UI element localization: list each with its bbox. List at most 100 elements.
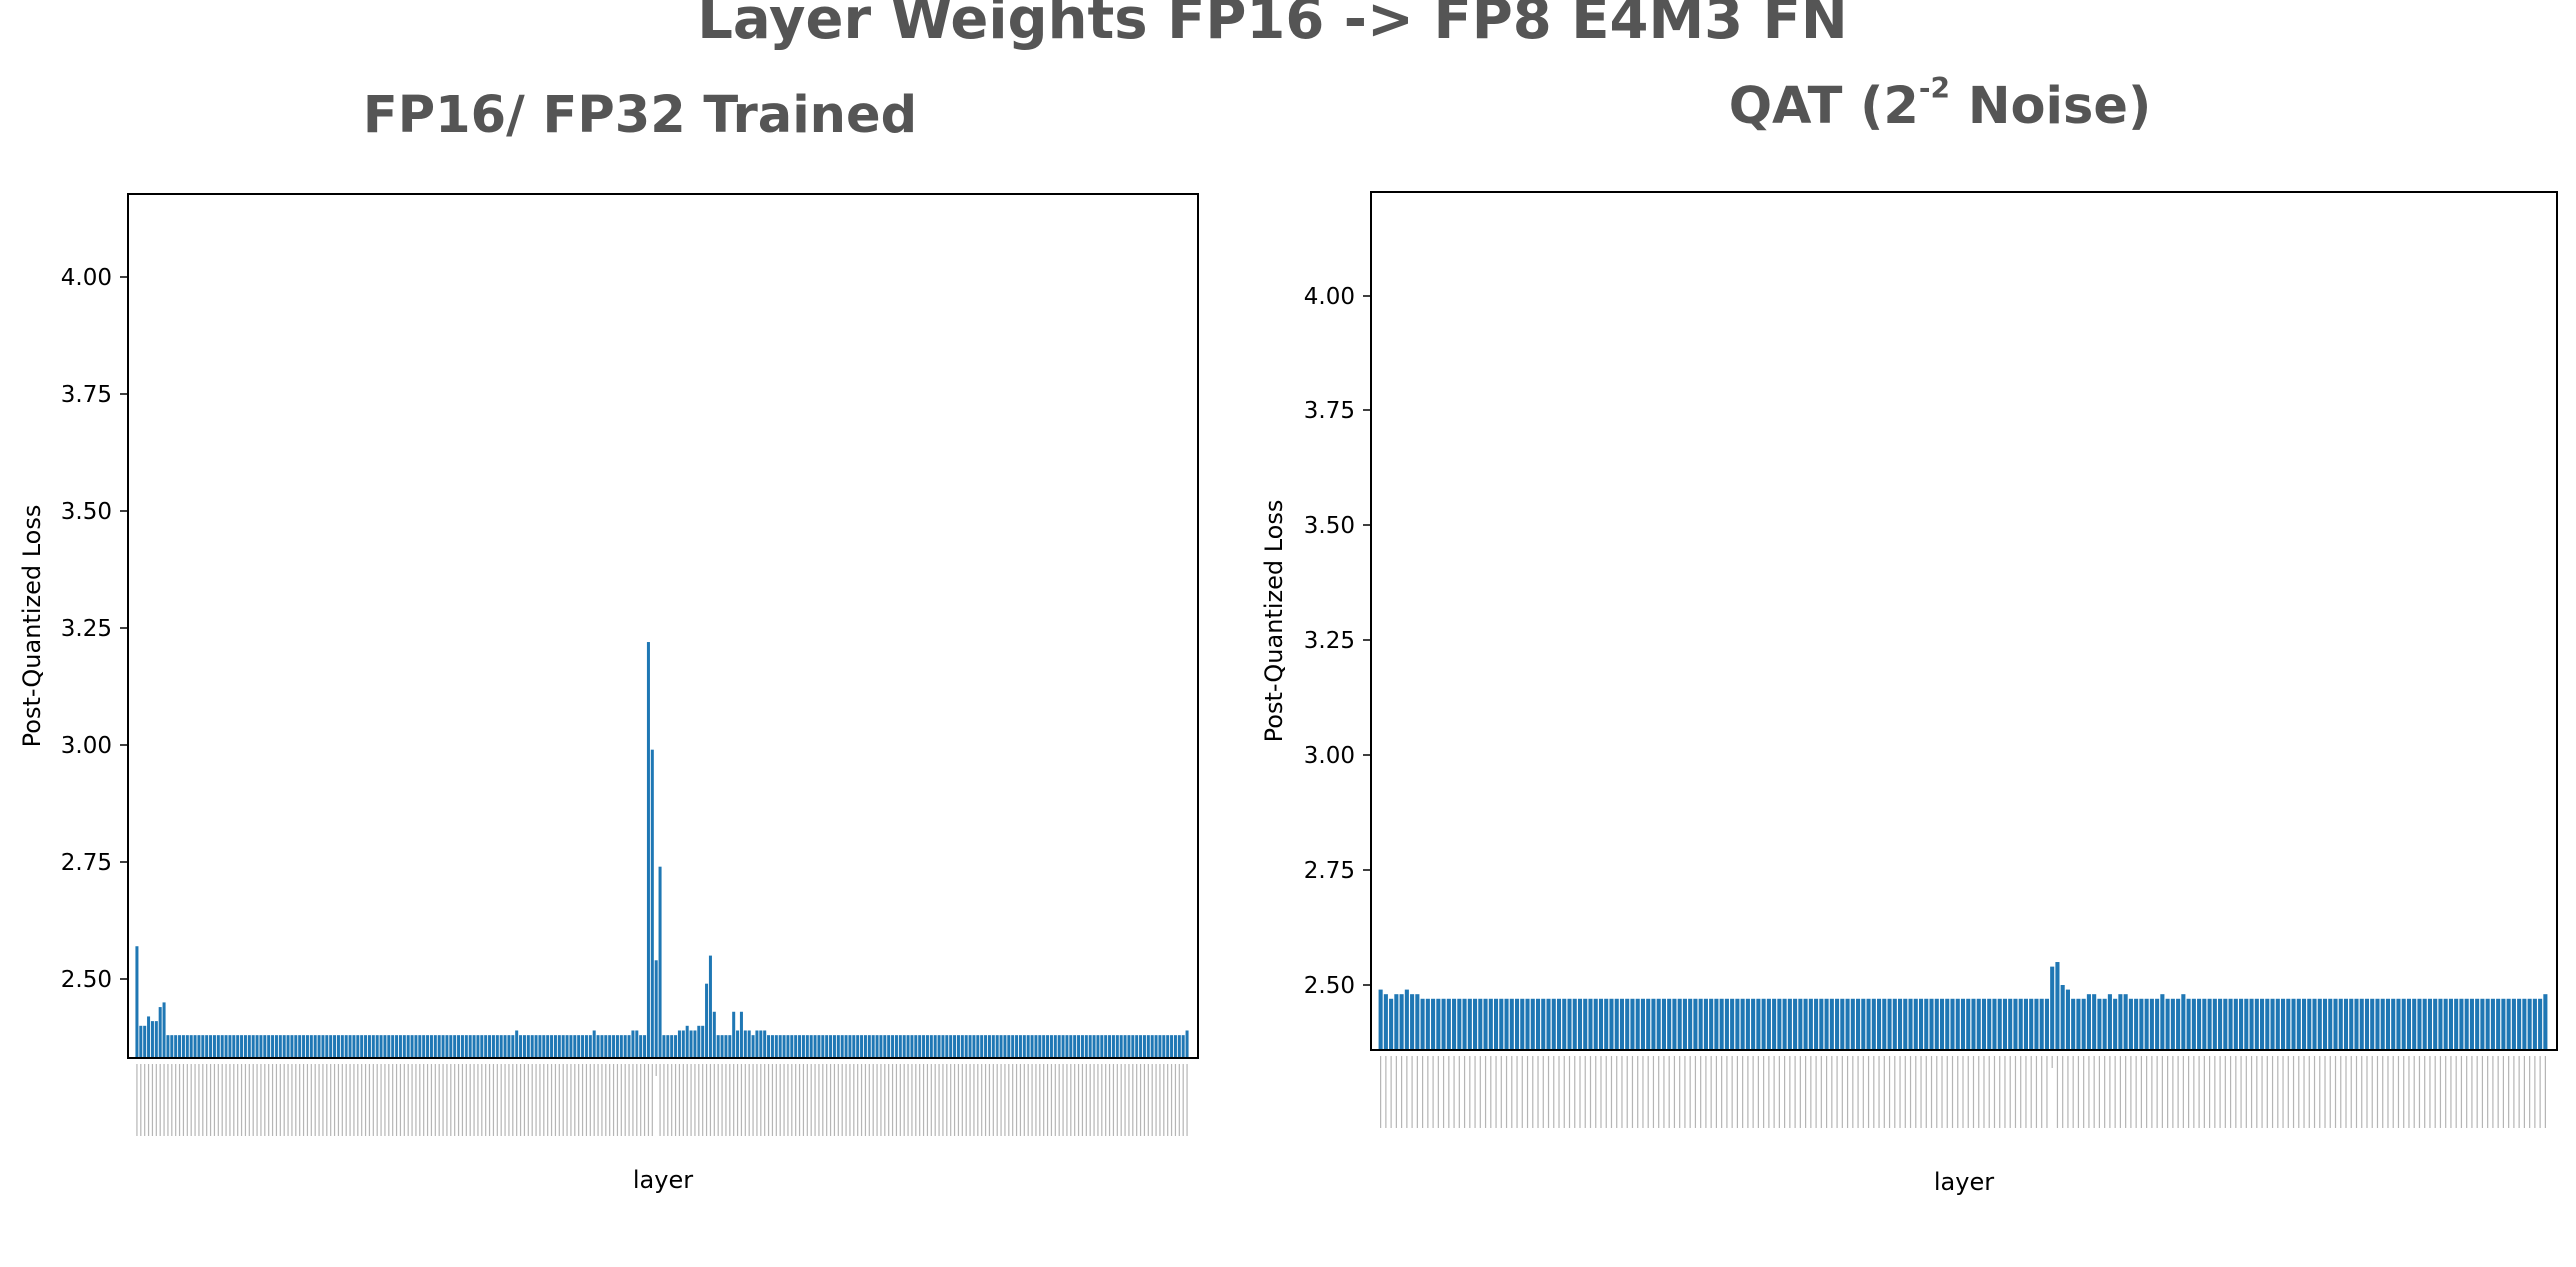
left-bar xyxy=(639,1035,643,1058)
left-bar xyxy=(914,1035,918,1058)
left-bar xyxy=(596,1035,600,1058)
right-bar xyxy=(1850,998,1855,1050)
left-bar xyxy=(1026,1035,1030,1058)
right-bar xyxy=(2328,998,2333,1050)
right-bar xyxy=(2144,998,2149,1050)
right-y-tick-label: 4.00 xyxy=(1304,284,1355,310)
right-bar xyxy=(2364,998,2370,1050)
left-bar xyxy=(476,1035,480,1058)
left-bar xyxy=(716,1035,720,1058)
left-bar xyxy=(856,1035,860,1058)
left-bar xyxy=(433,1035,437,1058)
left-bar xyxy=(1073,1035,1077,1058)
right-bar xyxy=(1903,998,1908,1050)
right-bar xyxy=(1856,998,1861,1050)
right-y-tick-label: 3.25 xyxy=(1304,628,1355,654)
left-bar xyxy=(1162,1035,1166,1058)
right-bar xyxy=(1415,994,1420,1050)
left-bar xyxy=(519,1035,523,1058)
left-bar xyxy=(860,1035,864,1058)
right-bar xyxy=(1625,998,1630,1050)
right-bar xyxy=(1987,998,1992,1050)
right-axes-frame xyxy=(1370,191,2558,1051)
left-bar xyxy=(929,1035,933,1058)
right-bar xyxy=(2406,998,2412,1050)
left-bar xyxy=(1080,1035,1084,1058)
left-bar xyxy=(836,1035,840,1058)
right-bar xyxy=(1567,998,1572,1050)
left-bar xyxy=(170,1035,174,1058)
left-bar xyxy=(1077,1035,1081,1058)
right-bar xyxy=(2296,998,2301,1050)
left-bar xyxy=(600,1035,604,1058)
right-bar xyxy=(1997,998,2002,1050)
right-bar xyxy=(2464,998,2469,1050)
right-bar xyxy=(2401,998,2406,1050)
right-bar xyxy=(2265,998,2270,1050)
right-bar xyxy=(2186,998,2191,1050)
right-bar xyxy=(2113,998,2118,1050)
right-bar xyxy=(2123,994,2128,1050)
right-bar xyxy=(2317,998,2322,1050)
right-bar xyxy=(1924,998,1929,1050)
right-bar xyxy=(2543,994,2548,1050)
right-bar xyxy=(1960,998,1966,1050)
left-bar xyxy=(569,1035,573,1058)
right-y-tick-label: 3.00 xyxy=(1304,743,1355,769)
left-y-tick-label: 3.50 xyxy=(61,499,112,525)
left-bar xyxy=(348,1035,352,1058)
left-bar xyxy=(143,1025,147,1058)
right-bar xyxy=(1609,998,1614,1050)
left-y-tick-label: 2.50 xyxy=(61,967,112,993)
left-bar xyxy=(209,1035,213,1058)
right-bar xyxy=(2102,998,2107,1050)
left-bar xyxy=(736,1030,740,1058)
right-bar xyxy=(2338,998,2343,1050)
left-bar xyxy=(1185,1030,1189,1058)
left-y-tick-label: 2.75 xyxy=(61,850,112,876)
left-bar xyxy=(902,1035,906,1058)
right-bar xyxy=(1892,998,1897,1050)
right-bar xyxy=(2322,998,2328,1050)
left-bar xyxy=(635,1030,639,1058)
right-bar xyxy=(2359,998,2364,1050)
left-chart-title: FP16/ FP32 Trained xyxy=(362,86,918,145)
right-bar xyxy=(2249,998,2254,1050)
right-bar xyxy=(2343,998,2349,1050)
left-bar xyxy=(693,1030,697,1058)
right-bar xyxy=(2013,998,2018,1050)
left-bar xyxy=(1049,1035,1053,1058)
left-bar xyxy=(720,1035,724,1058)
right-bar xyxy=(1535,998,1541,1050)
right-bar xyxy=(1383,994,1388,1050)
right-bar xyxy=(2433,998,2438,1050)
right-bar xyxy=(2128,998,2133,1050)
right-bar xyxy=(1630,998,1635,1050)
right-bar xyxy=(2490,998,2495,1050)
left-bar xyxy=(387,1035,391,1058)
left-bar xyxy=(968,1035,972,1058)
right-bar xyxy=(1939,998,1945,1050)
right-bar xyxy=(1530,998,1535,1050)
right-bar xyxy=(1709,998,1714,1050)
right-bar xyxy=(1745,998,1750,1050)
right-bar xyxy=(1808,998,1813,1050)
left-bar xyxy=(1166,1035,1170,1058)
right-y-tick-label: 3.50 xyxy=(1304,513,1355,539)
left-bar xyxy=(701,1025,705,1058)
left-bar xyxy=(1092,1035,1096,1058)
right-x-axis-label: layer xyxy=(1934,1168,1994,1196)
right-bar xyxy=(1981,998,1987,1050)
right-bar xyxy=(2239,998,2244,1050)
left-bar xyxy=(1150,1035,1154,1058)
right-bar xyxy=(1593,998,1598,1050)
left-bar xyxy=(1042,1035,1046,1058)
left-bar xyxy=(395,1035,399,1058)
left-bar xyxy=(743,1030,747,1058)
left-bar xyxy=(178,1035,182,1058)
right-bar xyxy=(1394,994,1399,1050)
left-bar xyxy=(402,1035,406,1058)
right-bar xyxy=(2076,998,2081,1050)
left-bar xyxy=(643,1035,647,1058)
right-bar xyxy=(1682,998,1687,1050)
